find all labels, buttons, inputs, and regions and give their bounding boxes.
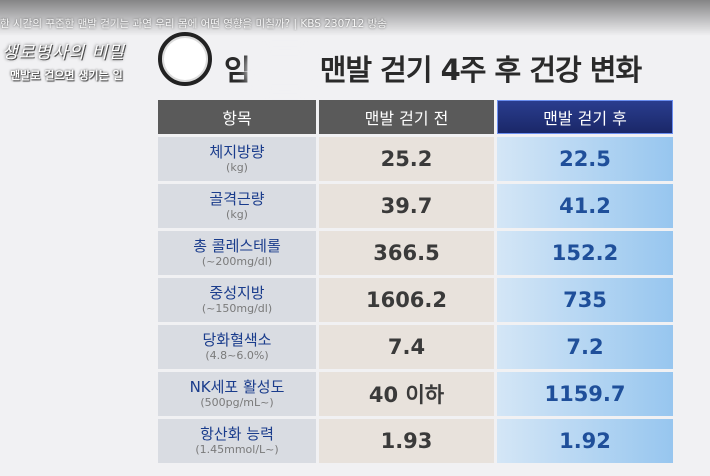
table-row: 중성지방 (~150mg/dl) 1606.2 735 — [158, 278, 673, 322]
program-logo-title: 생로병사의 비밀 — [2, 43, 125, 63]
header-after: 맨발 걷기 후 — [497, 100, 673, 134]
table-row: 골격근량 (kg) 39.7 41.2 — [158, 184, 673, 228]
after-value: 735 — [497, 278, 673, 322]
item-name: 당화혈색소 — [202, 331, 272, 349]
item-name: NK세포 활성도 — [189, 378, 285, 396]
item-unit: (4.8~6.0%) — [205, 349, 269, 362]
after-value: 7.2 — [497, 325, 673, 369]
item-unit: (500pg/mL~) — [200, 396, 274, 409]
before-value: 39.7 — [319, 184, 494, 228]
row-item: 당화혈색소 (4.8~6.0%) — [158, 325, 316, 369]
header-item: 항목 — [158, 100, 316, 134]
header-before: 맨발 걷기 전 — [319, 100, 494, 134]
item-unit: (1.45mmol/L~) — [195, 443, 279, 456]
table-row: 체지방량 (kg) 25.2 22.5 — [158, 137, 673, 181]
before-value: 40 이하 — [319, 372, 494, 416]
item-name: 항산화 능력 — [200, 425, 274, 443]
after-value: 152.2 — [497, 231, 673, 275]
video-title[interactable]: 한 시간의 꾸준한 맨발 걷기는 과연 우리 몸에 어떤 영향을 미칠까? | … — [0, 18, 387, 30]
headline: 임 맨발 걷기 4주 후 건강 변화 — [224, 47, 704, 87]
row-item: 체지방량 (kg) — [158, 137, 316, 181]
video-title-bar — [0, 0, 710, 36]
item-name: 골격근량 — [209, 190, 265, 208]
item-unit: (~150mg/dl) — [201, 302, 273, 315]
table-row: 항산화 능력 (1.45mmol/L~) 1.93 1.92 — [158, 419, 673, 463]
blurred-name-mask — [253, 56, 316, 84]
before-value: 366.5 — [319, 231, 494, 275]
row-item: 중성지방 (~150mg/dl) — [158, 278, 316, 322]
headline-name: 임 — [224, 53, 251, 87]
before-value: 1606.2 — [319, 278, 494, 322]
after-value: 1159.7 — [497, 372, 673, 416]
before-value: 1.93 — [319, 419, 494, 463]
item-name: 총 콜레스테롤 — [193, 237, 281, 255]
row-item: 총 콜레스테롤 (~200mg/dl) — [158, 231, 316, 275]
item-unit: (kg) — [226, 161, 248, 174]
row-item: 항산화 능력 (1.45mmol/L~) — [158, 419, 316, 463]
table-row: NK세포 활성도 (500pg/mL~) 40 이하 1159.7 — [158, 372, 673, 416]
table-row: 당화혈색소 (4.8~6.0%) 7.4 7.2 — [158, 325, 673, 369]
row-item: NK세포 활성도 (500pg/mL~) — [158, 372, 316, 416]
item-name: 체지방량 — [209, 143, 265, 161]
after-value: 41.2 — [497, 184, 673, 228]
after-value: 1.92 — [497, 419, 673, 463]
item-name: 중성지방 — [209, 284, 265, 302]
headline-text: 맨발 걷기 4주 후 건강 변화 — [319, 53, 642, 87]
program-logo: 생로병사의 비밀 맨발로 걸으면 생기는 일 — [2, 38, 152, 83]
item-unit: (~200mg/dl) — [201, 255, 273, 268]
after-value: 22.5 — [497, 137, 673, 181]
blurred-face-circle — [158, 32, 212, 86]
before-value: 7.4 — [319, 325, 494, 369]
table-header-row: 항목 맨발 걷기 전 맨발 걷기 후 — [158, 100, 673, 134]
row-item: 골격근량 (kg) — [158, 184, 316, 228]
table-row: 총 콜레스테롤 (~200mg/dl) 366.5 152.2 — [158, 231, 673, 275]
program-logo-subtitle: 맨발로 걸으면 생기는 일 — [10, 69, 123, 82]
item-unit: (kg) — [226, 208, 248, 221]
before-value: 25.2 — [319, 137, 494, 181]
health-change-table: 항목 맨발 걷기 전 맨발 걷기 후 체지방량 (kg) 25.2 22.5 골… — [155, 97, 676, 466]
